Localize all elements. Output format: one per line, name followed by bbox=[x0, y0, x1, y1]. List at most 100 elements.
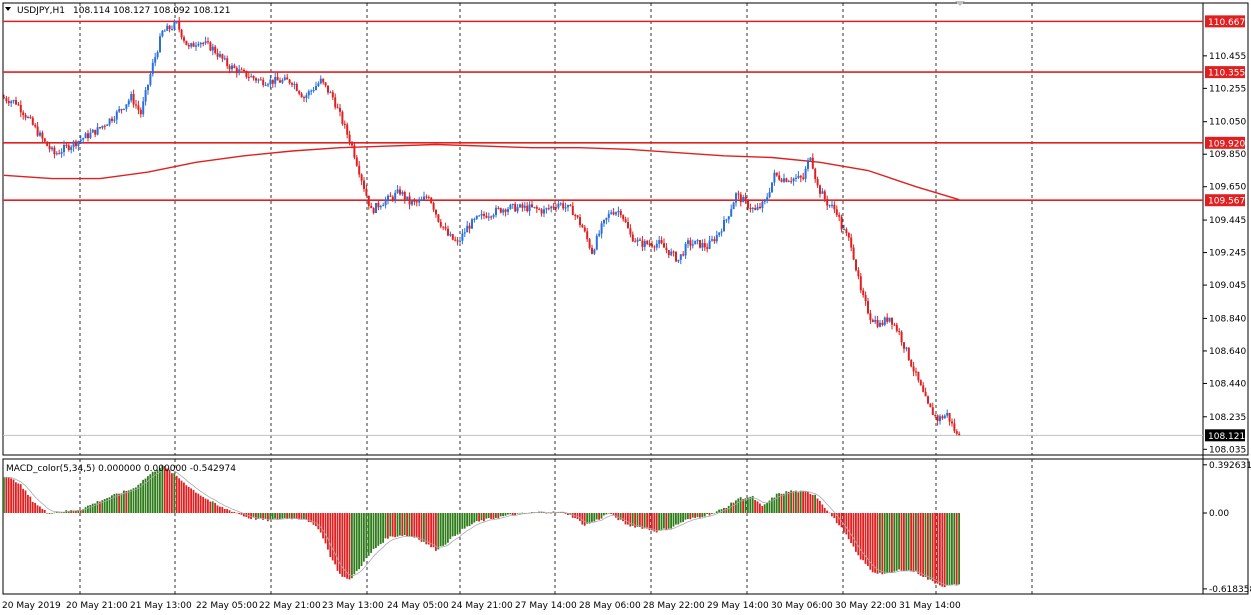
candle-body bbox=[910, 360, 913, 367]
macd-bar bbox=[802, 490, 804, 513]
macd-bar bbox=[792, 491, 795, 513]
candle-body bbox=[557, 203, 560, 208]
macd-bar bbox=[907, 513, 910, 571]
candle-body bbox=[262, 79, 265, 86]
candle-body bbox=[322, 78, 325, 83]
candle-body bbox=[329, 92, 332, 94]
candle-body bbox=[365, 188, 368, 196]
macd-bar bbox=[636, 513, 639, 527]
macd-bar bbox=[269, 513, 272, 520]
time-tick-label: 22 May 05:00 bbox=[196, 601, 258, 611]
candle-body bbox=[147, 84, 149, 91]
candle-body bbox=[581, 225, 584, 228]
macd-bar bbox=[521, 512, 524, 514]
candle-body bbox=[298, 90, 301, 94]
candle-body bbox=[787, 181, 790, 183]
candle-body bbox=[595, 235, 598, 250]
macd-bar bbox=[694, 513, 696, 518]
macd-bar bbox=[221, 507, 224, 513]
macd-bar bbox=[355, 513, 358, 571]
candle-body bbox=[684, 243, 687, 256]
macd-bar bbox=[130, 489, 132, 513]
macd-bar bbox=[778, 493, 780, 513]
macd-bar bbox=[869, 513, 872, 570]
candle-body bbox=[346, 124, 349, 135]
macd-bar bbox=[696, 513, 699, 518]
candle-body bbox=[922, 385, 925, 392]
candle-body bbox=[852, 247, 855, 260]
indicator-label: MACD_color(5,34,5) 0.000000 0.000000 -0.… bbox=[6, 464, 236, 474]
macd-bar bbox=[634, 513, 636, 528]
candle-body bbox=[96, 127, 99, 135]
candle-body bbox=[209, 42, 212, 51]
candle-body bbox=[607, 213, 610, 218]
candle-body bbox=[869, 313, 872, 320]
macd-bar bbox=[70, 509, 72, 513]
candle-body bbox=[475, 215, 478, 219]
macd-bar bbox=[850, 513, 852, 544]
candle-body bbox=[727, 216, 730, 220]
candle-body bbox=[106, 124, 109, 126]
symbol-dropdown-icon[interactable] bbox=[5, 7, 11, 11]
candle-body bbox=[931, 407, 934, 415]
candle-body bbox=[34, 124, 37, 127]
candle-body bbox=[478, 215, 481, 217]
macd-bar bbox=[615, 513, 617, 518]
indicator-axis: 0.392631 0.00 -0.618358 bbox=[1203, 461, 1251, 595]
macd-bar bbox=[91, 503, 94, 513]
candle-body bbox=[528, 204, 531, 212]
macd-bar bbox=[485, 513, 488, 519]
macd-bar bbox=[864, 513, 867, 564]
chart-labels: USDJPY,H1 108.114 108.127 108.092 108.12… bbox=[5, 1, 965, 474]
candle-body bbox=[480, 213, 483, 216]
candle-body bbox=[27, 117, 29, 119]
macd-bar bbox=[123, 490, 125, 513]
candle-body bbox=[315, 86, 317, 90]
macd-bar bbox=[156, 469, 159, 513]
candle-body bbox=[456, 240, 459, 242]
candle-body bbox=[855, 259, 857, 271]
candle-body bbox=[730, 209, 733, 217]
macd-bar bbox=[588, 513, 591, 524]
candle-body bbox=[761, 201, 764, 208]
candle-body bbox=[463, 232, 466, 234]
candle-body bbox=[509, 204, 512, 210]
candle-body bbox=[713, 239, 716, 242]
macd-bar bbox=[747, 497, 749, 513]
macd-bar bbox=[718, 509, 720, 513]
macd-bar bbox=[466, 513, 468, 527]
macd-bar bbox=[766, 502, 768, 513]
macd-bar bbox=[876, 513, 879, 574]
candle-body bbox=[125, 104, 128, 109]
horizontal-levels[interactable]: 110.667 110.355 109.920 109.567 108.121 bbox=[3, 15, 1245, 442]
candle-body bbox=[77, 141, 80, 147]
candle-body bbox=[833, 204, 836, 210]
candle-body bbox=[295, 84, 298, 91]
candle-body bbox=[139, 109, 142, 115]
candle-body bbox=[67, 145, 70, 150]
macd-bar bbox=[396, 513, 399, 537]
macd-bar bbox=[507, 513, 509, 515]
candle-body bbox=[51, 147, 53, 150]
macd-bar bbox=[835, 513, 838, 524]
macd-bar bbox=[828, 512, 831, 514]
candle-body bbox=[319, 78, 322, 84]
macd-bar bbox=[677, 513, 680, 525]
candle-body bbox=[840, 216, 843, 230]
candle-body bbox=[622, 215, 625, 220]
macd-bar bbox=[389, 513, 392, 537]
candle-body bbox=[336, 107, 339, 109]
candle-body bbox=[192, 43, 195, 47]
macd-bar bbox=[199, 495, 202, 513]
macd-bar bbox=[843, 513, 845, 533]
candle-body bbox=[12, 100, 15, 102]
vertical-grid bbox=[79, 3, 1033, 594]
macd-bar bbox=[586, 513, 588, 524]
macd-bar bbox=[687, 513, 689, 520]
candle-body bbox=[41, 132, 44, 139]
candle-body bbox=[387, 195, 389, 201]
macd-bar bbox=[192, 489, 195, 513]
macd-bar bbox=[629, 513, 632, 527]
